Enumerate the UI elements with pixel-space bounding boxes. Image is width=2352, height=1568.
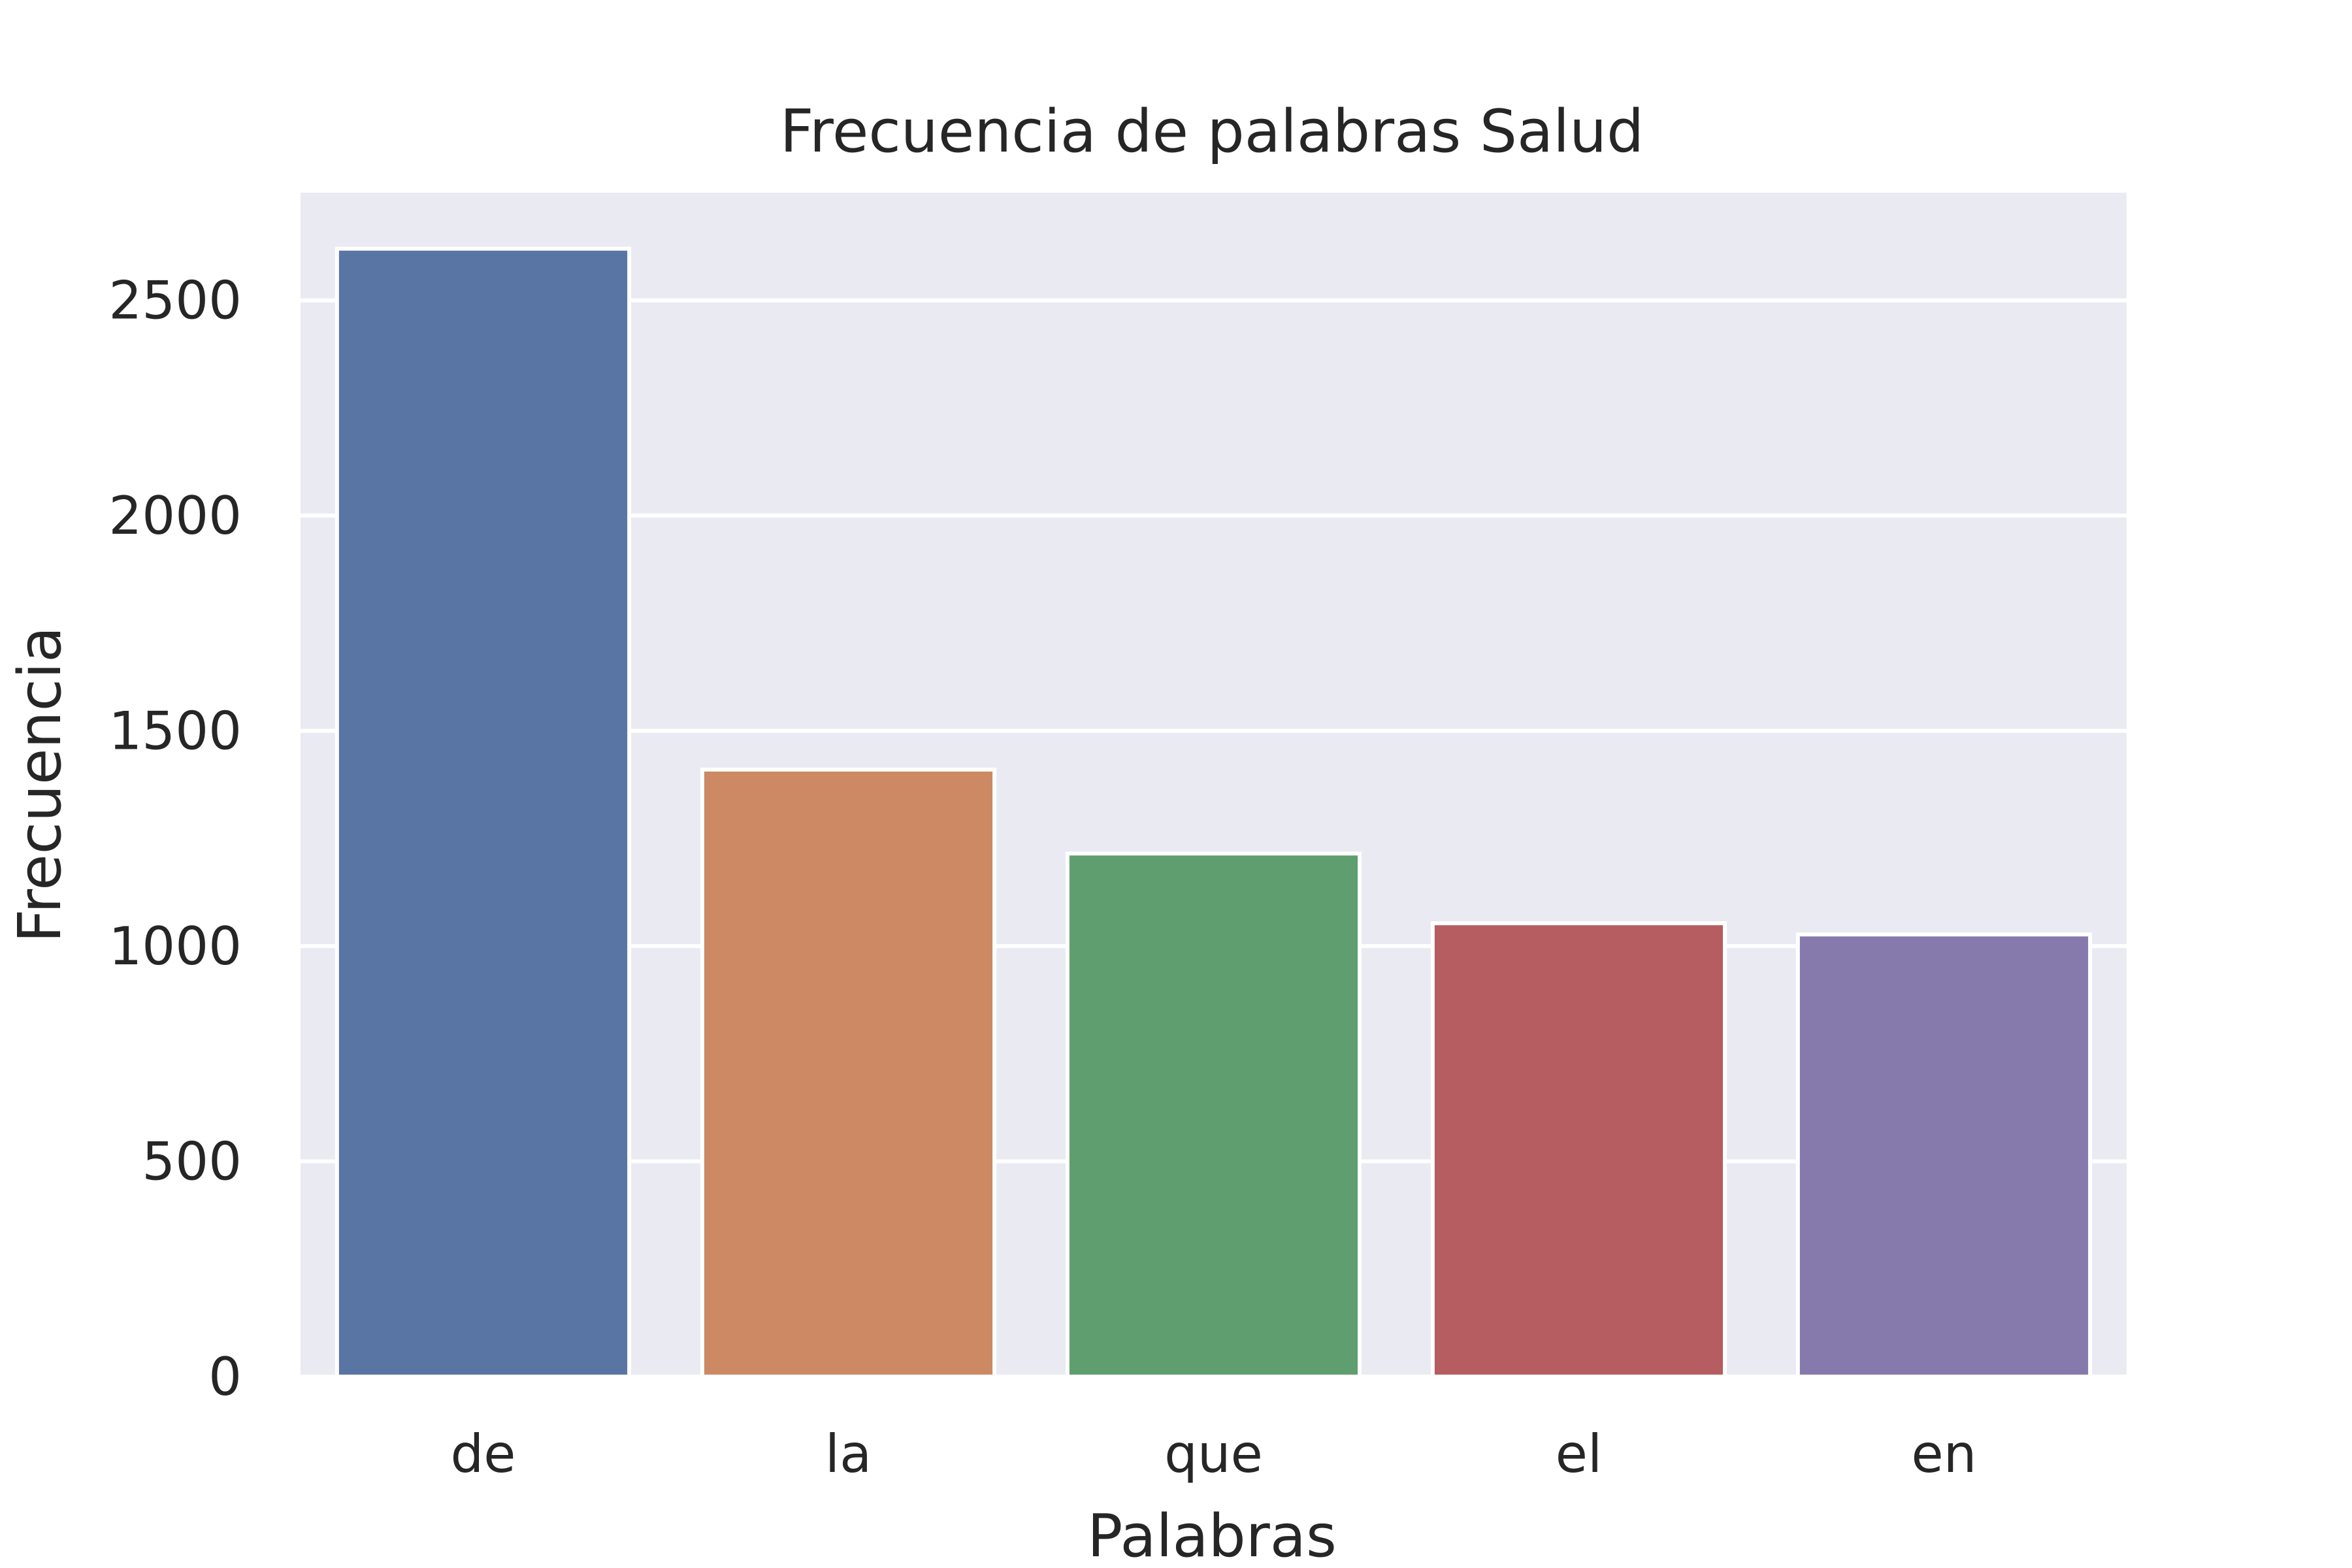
- y-tick-label: 0: [208, 1347, 242, 1407]
- bar-la: [700, 767, 997, 1379]
- bars: [335, 246, 2093, 1379]
- y-tick-label: 1000: [108, 916, 242, 977]
- x-tick-label: en: [1912, 1424, 1977, 1484]
- chart-title: Frecuencia de palabras Salud: [780, 97, 1644, 166]
- x-tick-label: la: [825, 1424, 872, 1484]
- x-tick-label: de: [451, 1424, 516, 1484]
- y-tick-labels: 0 500 1000 1500 2000 2500: [108, 270, 242, 1407]
- y-tick-label: 1500: [108, 701, 242, 762]
- bar-en: [1795, 932, 2093, 1379]
- x-axis-label: Palabras: [1087, 1502, 1337, 1568]
- y-tick-label: 500: [142, 1132, 242, 1192]
- x-tick-label: el: [1556, 1424, 1602, 1484]
- x-tick-labels: de la que el en: [451, 1424, 1977, 1484]
- bar-el: [1430, 921, 1727, 1379]
- y-tick-label: 2000: [108, 485, 242, 546]
- bar-de: [335, 246, 632, 1379]
- x-tick-label: que: [1164, 1424, 1263, 1484]
- y-axis-label: Frecuencia: [6, 627, 74, 943]
- y-tick-label: 2500: [108, 270, 242, 331]
- bar-que: [1065, 851, 1362, 1379]
